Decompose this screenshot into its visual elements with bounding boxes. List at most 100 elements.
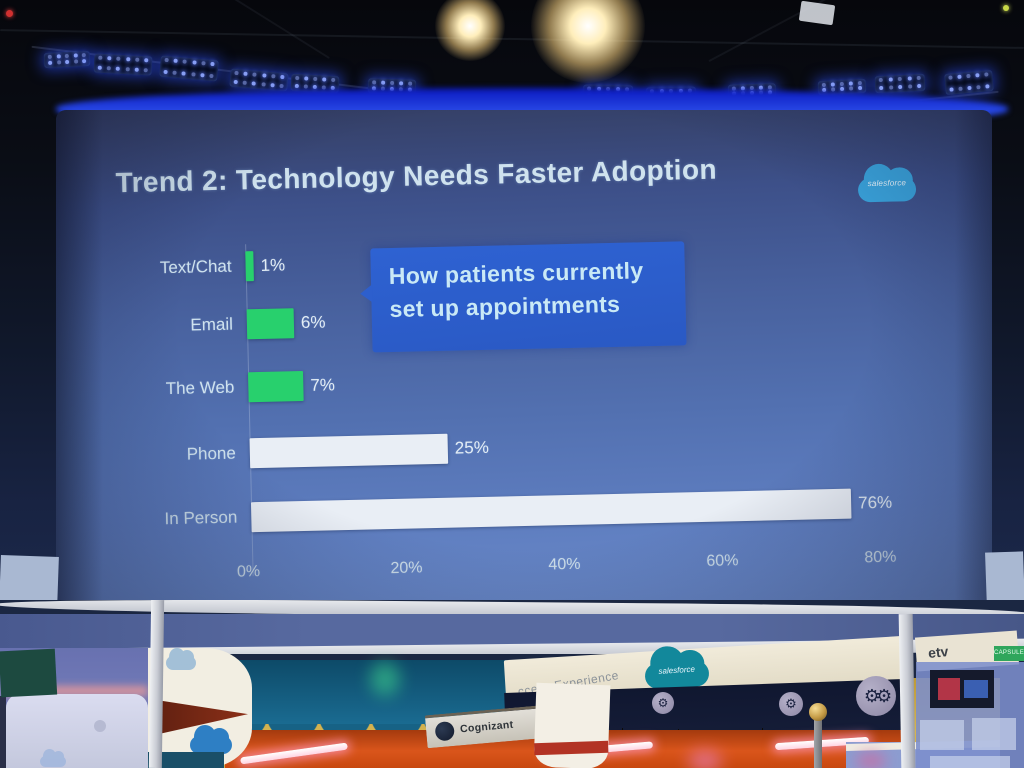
gear-badge-icon: ⚙ <box>779 692 803 716</box>
chart-bar <box>249 433 449 469</box>
translucent-scrim <box>916 662 1024 768</box>
led-dot <box>312 84 317 90</box>
led-dot <box>125 57 130 62</box>
ribbon-teal-stripe <box>148 752 224 768</box>
led-dot <box>280 74 285 80</box>
chart-value-label: 76% <box>857 492 893 513</box>
led-dot <box>949 87 954 92</box>
led-dot <box>857 80 862 86</box>
led-dot <box>897 76 902 82</box>
led-dot <box>758 85 763 90</box>
cloud-icon <box>166 647 196 670</box>
gear-icon: ⚙ <box>785 696 797 711</box>
led-dot <box>190 72 196 77</box>
scrim-panel <box>930 756 1010 768</box>
projection-screen: Trend 2: Technology Needs Faster Adoptio… <box>56 110 992 626</box>
led-dot <box>182 59 188 64</box>
green-light-glow <box>370 662 400 696</box>
led-dot <box>261 73 267 78</box>
led-dot <box>957 74 962 79</box>
led-dot <box>840 86 845 92</box>
led-dot <box>134 57 140 62</box>
led-dot <box>916 75 921 81</box>
led-dot <box>321 85 326 90</box>
gear-icon: ⚙ <box>657 696 669 710</box>
led-dot <box>907 76 912 81</box>
led-dot <box>879 85 884 91</box>
led-dot <box>303 84 308 89</box>
video-screen <box>930 670 994 708</box>
chart-x-tick: 60% <box>706 552 739 570</box>
led-dot <box>125 67 130 72</box>
led-dot <box>408 81 413 86</box>
led-dot <box>97 65 102 70</box>
rounded-panel <box>6 694 148 768</box>
led-dot <box>163 69 168 75</box>
led-dot <box>234 70 239 76</box>
bar-chart: Text/Chat 1% Email 6% The Web 7% Phone 25% In Pe… <box>56 110 992 626</box>
led-dot <box>270 83 275 88</box>
chart-value-label: 6% <box>300 312 326 333</box>
teal-banner <box>0 648 58 698</box>
led-dot <box>164 57 169 63</box>
led-dot <box>98 55 103 60</box>
led-dot <box>73 59 78 64</box>
chart-category-label: The Web <box>165 377 235 399</box>
salesforce-wordmark: salesforce <box>867 178 907 189</box>
chart-category-label: Email <box>190 314 234 335</box>
led-dot <box>116 66 121 71</box>
led-dot <box>64 53 69 59</box>
pole <box>814 718 822 768</box>
led-dot <box>181 71 187 76</box>
led-dot <box>200 73 205 78</box>
video-content <box>938 678 960 700</box>
banner-ribbon <box>533 682 611 768</box>
led-dot <box>878 77 883 83</box>
led-dot <box>252 72 258 77</box>
led-dot <box>948 75 953 80</box>
led-light-bar <box>874 73 926 94</box>
salesforce-cloud-icon <box>190 725 232 754</box>
led-light-bar <box>944 69 994 96</box>
led-dot <box>958 86 963 91</box>
led-dot <box>172 70 177 75</box>
led-dot <box>81 53 86 58</box>
led-dot <box>271 74 276 79</box>
tv-banner-label: etv <box>927 643 950 662</box>
led-dot <box>191 60 197 65</box>
led-dot <box>261 82 266 87</box>
structure-post <box>148 600 165 768</box>
chart-category-label: Phone <box>186 443 237 464</box>
green-sign: CAPSULE <box>994 646 1024 661</box>
led-dot <box>839 81 844 87</box>
led-dot <box>279 83 284 89</box>
panel-knob <box>94 720 106 732</box>
led-dot <box>313 76 318 82</box>
led-dot <box>209 73 214 79</box>
cognizant-label: Cognizant <box>459 718 514 736</box>
indicator-light <box>6 10 13 17</box>
led-dot <box>331 77 336 83</box>
led-dot <box>831 87 836 92</box>
led-dot <box>143 68 148 73</box>
banner-ribbon <box>148 647 252 768</box>
gear-icon: ⚙ <box>876 685 892 706</box>
led-dot <box>201 61 206 66</box>
led-dot <box>848 81 853 86</box>
led-dot <box>966 73 971 79</box>
led-dot <box>65 59 70 65</box>
gear-badge-icon: ⚙ <box>652 692 674 714</box>
led-dot <box>144 58 149 63</box>
chart-bar <box>245 251 254 282</box>
led-dot <box>976 85 981 90</box>
led-dot <box>48 60 53 65</box>
chart-value-label: 1% <box>260 255 286 275</box>
chart-bar <box>248 371 304 403</box>
wall-edge <box>0 696 6 768</box>
chart-value-label: 25% <box>454 437 490 458</box>
gear-icon: ⚙ <box>863 685 880 706</box>
led-dot <box>857 85 863 91</box>
led-light-bar <box>93 53 153 76</box>
led-dot <box>888 85 893 90</box>
led-dot <box>907 84 912 89</box>
